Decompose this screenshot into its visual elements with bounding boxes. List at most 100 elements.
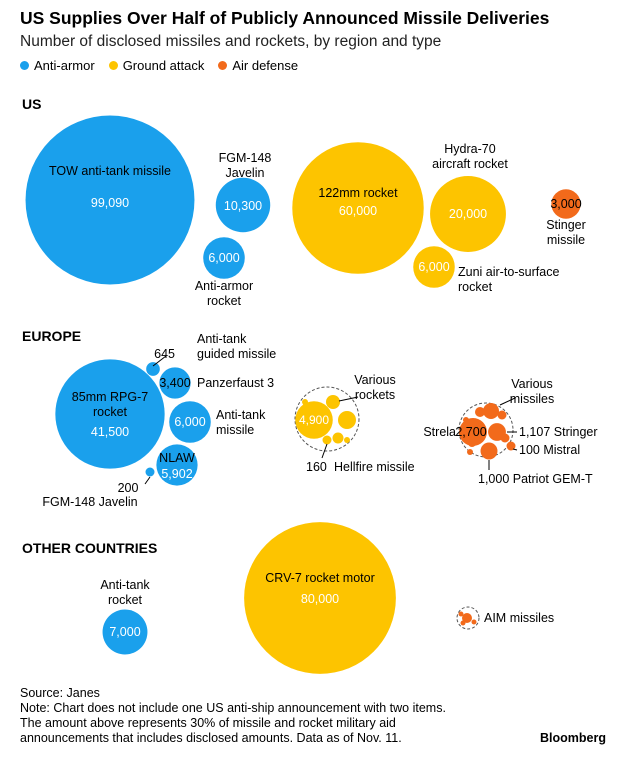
value-label-anti-tank-rocket-oc: 7,000 (109, 625, 140, 639)
label-stinger-line-2: missile (547, 233, 585, 247)
label-stinger-line-1: Stinger (546, 218, 586, 232)
bubble-europe-fgm-148-javelin (145, 467, 155, 477)
value-label-hellfire: 160 (306, 460, 327, 474)
value-label-crv7: 80,000 (301, 592, 339, 606)
label-panzerfaust: Panzerfaust 3 (197, 376, 274, 390)
bubble-us-anti-armor-rocket (203, 237, 245, 279)
bubble-us-stinger-missile (551, 189, 581, 219)
label-patriot: 1,000 Patriot GEM-T (478, 472, 593, 486)
bubble-other-aim-missiles-2 (458, 611, 464, 617)
bubble-label-crv7: CRV-7 rocket motor (265, 571, 375, 585)
source-note: Source: Janes (20, 686, 100, 700)
note-line-1: Note: Chart does not include one US anti… (20, 701, 446, 715)
leader-line-fgm148-eu (144, 476, 151, 485)
label-strela: Strela (423, 425, 456, 439)
bubble-label-tow: TOW anti-tank missile (49, 164, 171, 178)
value-label-rpg7: 41,500 (91, 425, 129, 439)
note-line-3: announcements that includes disclosed am… (20, 731, 402, 745)
leader-line-various-missiles (499, 397, 516, 406)
bubble-europe-stringer (488, 423, 506, 441)
bubble-europe-mistral (506, 441, 516, 451)
label-fgm148-us-line-2: Javelin (226, 166, 265, 180)
value-label-tow: 99,090 (91, 196, 129, 210)
legend-item-anti-armor: Anti-armor (20, 58, 95, 73)
value-label-122mm: 60,000 (339, 204, 377, 218)
label-rpg7-line-2: rocket (93, 405, 128, 419)
bubble-other-aim-missiles-1 (462, 613, 472, 623)
legend-swatch-anti-armor (20, 61, 29, 70)
label-anti-tank-missile-line-1: Anti-tank (216, 408, 266, 422)
bubble-us-hydra-70-aircraft-rocket (430, 176, 506, 252)
bubble-europe-various-rockets-5 (344, 437, 350, 443)
bubble-europe-various-missiles-2 (475, 407, 485, 417)
label-atgm-line-1: Anti-tank (197, 332, 247, 346)
note-line-2: The amount above represents 30% of missi… (20, 716, 396, 730)
bubble-europe-various-rockets-1 (326, 395, 340, 409)
bubble-europe-various-missiles-7 (467, 449, 473, 455)
chart-title: US Supplies Over Half of Publicly Announ… (20, 8, 550, 28)
legend-item-ground-attack: Ground attack (108, 58, 204, 73)
bubble-us-zuni-air-to-surface-rocket (413, 246, 455, 288)
bubble-label-122mm: 122mm rocket (318, 186, 398, 200)
leader-line-various-rockets (338, 396, 359, 402)
label-atgm-line-2: guided missile (197, 347, 276, 361)
value-label-atgm: 645 (154, 347, 175, 361)
bubble-us-122mm-rocket (292, 142, 424, 274)
label-mistral: 100 Mistral (519, 443, 580, 457)
label-zuni-line-2: rocket (458, 280, 493, 294)
label-various-rockets-line-2: rockets (355, 388, 395, 402)
label-aim-missiles: AIM missiles (484, 611, 554, 625)
legend-swatch-air-defense (218, 61, 228, 70)
region-header-europe: EUROPE (22, 328, 81, 344)
label-anti-tank-rocket-oc-line-1: Anti-tank (100, 578, 150, 592)
cluster-outline-various-rockets (294, 386, 360, 452)
value-label-various-rockets: 4,900 (299, 413, 329, 427)
bubble-europe-anti-tank-guided-missile (146, 362, 160, 376)
bubble-europe-various-rockets (295, 401, 333, 439)
bubble-other-aim-missiles-4 (460, 620, 466, 626)
bubble-europe-various-missiles-3 (497, 410, 507, 420)
bubble-us-tow-anti-tank-missile (25, 115, 195, 285)
legend-item-air-defense: Air defense (218, 58, 298, 73)
region-header-other-countries: OTHER COUNTRIES (22, 540, 157, 556)
bubble-europe-panzerfaust-3 (159, 367, 191, 399)
bubble-europe-various-missiles-1 (483, 403, 499, 419)
label-fgm148-us-line-1: FGM-148 (219, 151, 272, 165)
bubble-europe-various-rockets-3 (332, 432, 344, 444)
label-fgm148-eu: FGM-148 Javelin (42, 495, 137, 509)
bubble-europe-various-rockets-2 (338, 411, 356, 429)
value-label-strela: 2,700 (455, 425, 486, 439)
legend-label-anti-armor: Anti-armor (34, 58, 95, 73)
value-label-fgm148-eu: 200 (118, 481, 139, 495)
bubble-other-countries-anti-tank-rocket (102, 609, 148, 655)
value-label-hydra70: 20,000 (449, 207, 487, 221)
value-label-stinger: 3,000 (550, 197, 581, 211)
label-various-rockets-line-1: Various (354, 373, 395, 387)
label-hydra70-line-1: Hydra-70 (444, 142, 495, 156)
label-various-missiles-line-2: missiles (510, 392, 554, 406)
label-hellfire: Hellfire missile (334, 460, 415, 474)
label-various-missiles-line-1: Various (511, 377, 552, 391)
label-zuni-line-1: Zuni air-to-surface (458, 265, 559, 279)
bubble-us-fgm-148-javelin (215, 177, 271, 233)
label-anti-armor-rocket-line-1: Anti-armor (195, 279, 253, 293)
bubble-chart: US EUROPE OTHER COUNTRIES TOW anti-tank mis… (22, 96, 598, 674)
label-anti-tank-rocket-oc-line-2: rocket (108, 593, 143, 607)
value-label-anti-armor-rocket: 6,000 (208, 251, 239, 265)
bubble-other-aim-missiles-3 (471, 619, 477, 625)
footer: Source: Janes Note: Chart does not inclu… (20, 686, 446, 746)
label-anti-tank-missile-line-2: missile (216, 423, 254, 437)
bubble-europe-nlaw (156, 444, 198, 486)
bubble-europe-strela (459, 418, 487, 446)
legend-label-air-defense: Air defense (232, 58, 299, 73)
bloomberg-logo: Bloomberg (540, 731, 606, 745)
bubble-other-countries-crv-7-rocket-motor (244, 522, 396, 674)
region-header-us: US (22, 96, 41, 112)
label-stringer: 1,107 Stringer (519, 425, 598, 439)
cluster-outline-aim-missiles (456, 606, 480, 630)
label-hydra70-line-2: aircraft rocket (432, 157, 508, 171)
bubble-europe-patriot-gem-t (480, 442, 498, 460)
legend: Anti-armor Ground attack Air defense (20, 58, 312, 73)
value-label-fgm148-us: 10,300 (224, 199, 262, 213)
chart-subtitle: Number of disclosed missiles and rockets… (20, 33, 442, 50)
